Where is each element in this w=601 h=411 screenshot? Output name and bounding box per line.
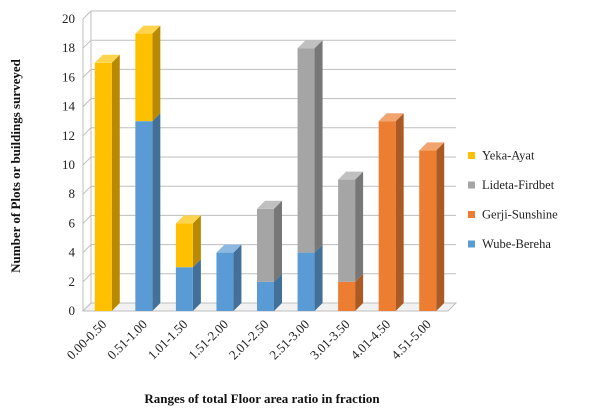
bar-segment-gerji-sunshine	[378, 113, 404, 311]
bar	[135, 121, 153, 311]
bar-top	[135, 25, 161, 34]
bar-segment-wube-bereha	[216, 244, 242, 311]
bar-segment-yeka-ayat	[94, 54, 120, 312]
legend-label: Wube-Bereha	[482, 237, 551, 251]
x-tick-label: 0.51-1.00	[104, 317, 150, 363]
bar-top	[257, 200, 282, 209]
bar-side	[192, 215, 201, 268]
bar	[378, 121, 396, 311]
bar-side	[395, 113, 404, 311]
bar-side	[111, 54, 120, 312]
y-tick-label: 18	[62, 40, 75, 55]
x-tick-label: 1.51-2.00	[185, 317, 231, 363]
bar-side	[314, 40, 323, 253]
bar-side	[233, 244, 242, 311]
bar-top	[378, 113, 404, 122]
bar-segment-wube-bereha	[135, 113, 161, 311]
y-tick-label: 0	[69, 303, 76, 318]
bar-segment-wube-bereha	[257, 273, 282, 311]
y-tick-label: 2	[69, 274, 76, 289]
bar	[257, 281, 274, 311]
bar	[338, 179, 356, 282]
legend: Yeka-Ayat Lideta-Firdbet Gerji-Sunshine Wub…	[468, 149, 558, 251]
y-tick-label: 16	[62, 69, 76, 84]
x-tick-labels: 0.00-0.500.51-1.001.01-1.501.51-2.002.01…	[64, 317, 434, 363]
legend-item: Wube-Bereha	[468, 237, 551, 251]
bar-segment-yeka-ayat	[175, 215, 201, 268]
bar	[338, 281, 356, 311]
bar	[297, 252, 315, 311]
y-tick-label: 8	[69, 186, 76, 201]
bar-top	[419, 142, 445, 151]
gridline	[82, 10, 456, 20]
x-tick-label: 1.01-1.50	[145, 317, 191, 363]
bars	[94, 25, 445, 312]
bar-segment-gerji-sunshine	[338, 273, 364, 311]
y-tick-label: 4	[69, 245, 76, 260]
bar-side	[436, 142, 445, 311]
x-tick-label: 4.01-4.50	[347, 317, 393, 363]
bar	[257, 208, 274, 282]
y-tick-label: 14	[62, 99, 76, 114]
bar	[175, 223, 193, 268]
bar-top	[216, 244, 242, 253]
bar-side	[355, 171, 364, 282]
bar-segment-lideta-firdbet	[297, 40, 323, 253]
bar	[94, 62, 112, 311]
bar-top	[297, 40, 323, 49]
y-tick-labels: 0 2 4 6 8 10 12 14 16 18 20	[62, 11, 76, 318]
bar-side	[192, 259, 201, 311]
bar-side	[274, 200, 282, 282]
legend-swatch	[468, 211, 475, 218]
legend-item: Gerji-Sunshine	[468, 208, 558, 222]
legend-item: Lideta-Firdbet	[468, 178, 555, 192]
bar	[216, 252, 234, 311]
bar-segment-lideta-firdbet	[257, 200, 282, 282]
legend-swatch	[468, 240, 475, 248]
legend-label: Yeka-Ayat	[482, 149, 535, 163]
bar	[175, 267, 193, 311]
y-tick-label: 6	[69, 215, 76, 230]
bar-segment-wube-bereha	[297, 244, 323, 311]
legend-item: Yeka-Ayat	[468, 149, 535, 163]
x-axis-title: Ranges of total Floor area ratio in frac…	[144, 391, 380, 406]
x-tick-label: 4.51-5.00	[388, 317, 434, 363]
y-tick-label: 20	[62, 11, 75, 26]
bar-segment-gerji-sunshine	[419, 142, 445, 311]
x-tick-label: 0.00-0.50	[64, 317, 110, 363]
bar-segment-yeka-ayat	[135, 25, 161, 122]
bar-top	[338, 171, 364, 180]
legend-swatch	[468, 152, 475, 159]
y-tick-label: 10	[62, 157, 75, 172]
bar-side	[355, 273, 364, 311]
x-tick-label: 3.01-3.50	[307, 317, 353, 363]
y-axis-title: Number of Plots or buildings surveyed	[8, 58, 23, 272]
legend-label: Gerji-Sunshine	[482, 208, 558, 222]
bar-segment-wube-bereha	[175, 259, 201, 311]
bar	[419, 150, 437, 311]
x-tick-label: 2.01-2.50	[226, 317, 272, 363]
bar-side	[274, 273, 282, 311]
bar	[297, 48, 315, 253]
bar	[135, 33, 153, 122]
bar-segment-lideta-firdbet	[338, 171, 364, 282]
bar-side	[314, 244, 323, 311]
bar-top	[175, 215, 201, 224]
y-tick-label: 12	[62, 128, 75, 143]
bar-side	[152, 113, 161, 311]
legend-swatch	[468, 181, 475, 189]
legend-label: Lideta-Firdbet	[482, 178, 555, 192]
x-tick-label: 2.51-3.00	[266, 317, 312, 363]
bar-top	[94, 54, 120, 63]
bar-side	[152, 25, 161, 122]
